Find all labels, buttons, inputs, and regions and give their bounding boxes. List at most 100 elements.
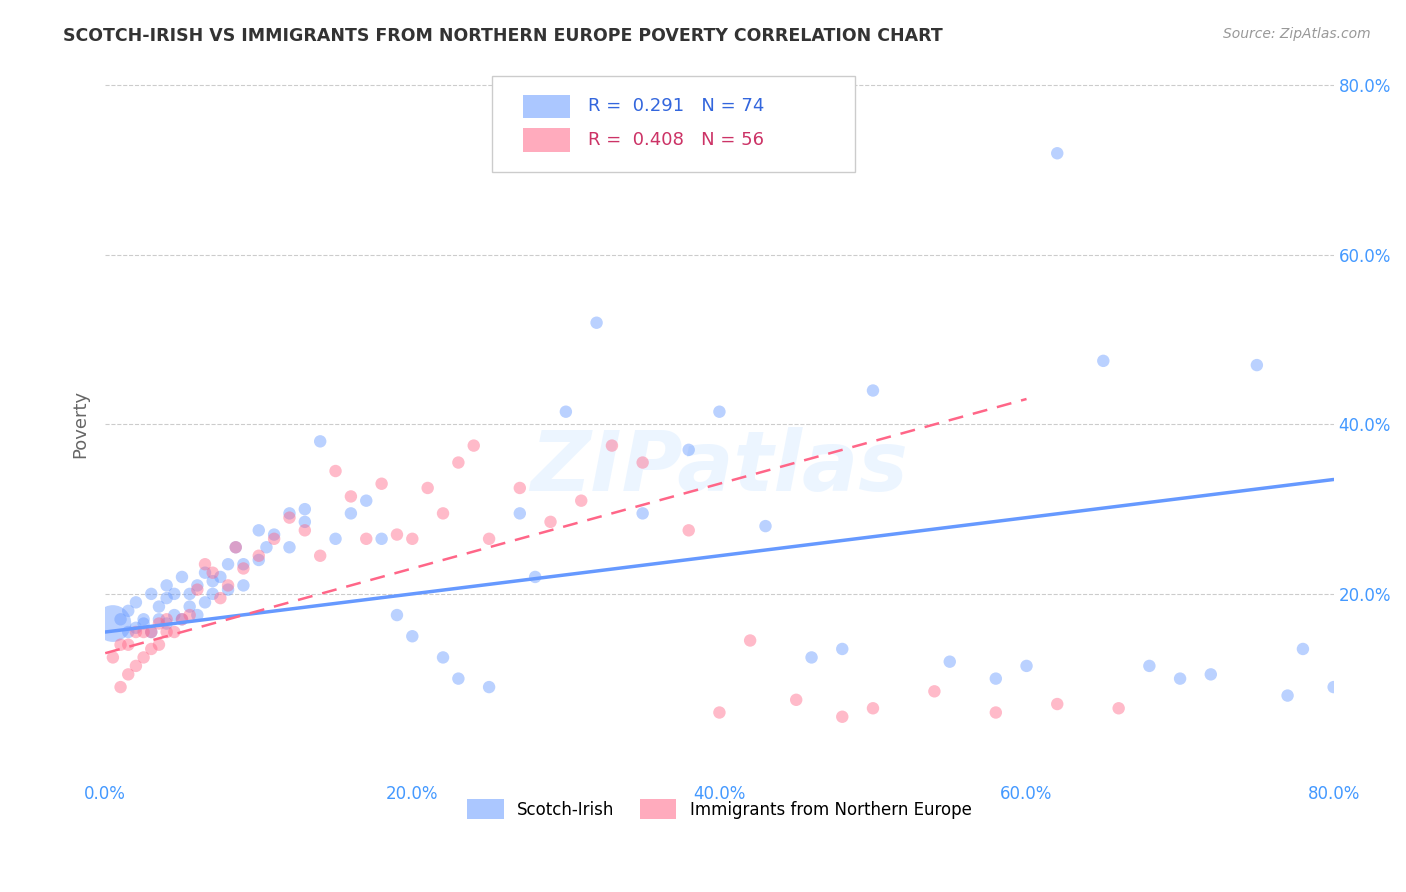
Point <box>340 507 363 521</box>
Point <box>1092 354 1115 368</box>
Point <box>156 616 179 631</box>
Point <box>141 587 163 601</box>
Point <box>354 493 377 508</box>
FancyBboxPatch shape <box>492 76 855 172</box>
Point <box>432 507 454 521</box>
Point <box>862 384 884 398</box>
Point <box>156 612 179 626</box>
Point <box>1168 672 1191 686</box>
Point <box>170 570 193 584</box>
Point <box>432 650 454 665</box>
Point <box>101 650 124 665</box>
Point <box>1199 667 1222 681</box>
Point <box>179 608 201 623</box>
Point <box>309 434 332 449</box>
Point <box>1108 701 1130 715</box>
Point <box>1292 642 1315 657</box>
Point <box>385 608 408 623</box>
Point <box>554 405 576 419</box>
Point <box>1246 358 1268 372</box>
Point <box>294 502 316 516</box>
Point <box>179 587 201 601</box>
Point <box>309 549 332 563</box>
Point <box>101 616 124 631</box>
Point <box>156 578 179 592</box>
Point <box>984 672 1007 686</box>
Point <box>217 582 239 597</box>
Point <box>125 625 148 640</box>
Point <box>278 507 301 521</box>
Point <box>156 625 179 640</box>
Point <box>478 532 501 546</box>
Point <box>524 570 547 584</box>
Text: Source: ZipAtlas.com: Source: ZipAtlas.com <box>1223 27 1371 41</box>
Text: ZIPatlas: ZIPatlas <box>530 426 908 508</box>
Point <box>325 532 347 546</box>
Point <box>1015 659 1038 673</box>
Point <box>340 490 363 504</box>
Point <box>263 532 285 546</box>
Point <box>209 570 232 584</box>
Point <box>117 638 139 652</box>
Point <box>179 599 201 614</box>
Point <box>569 493 592 508</box>
Point <box>194 595 217 609</box>
Point <box>117 667 139 681</box>
Point <box>600 439 623 453</box>
Point <box>201 566 224 580</box>
Point <box>325 464 347 478</box>
Y-axis label: Poverty: Poverty <box>72 391 89 458</box>
Text: SCOTCH-IRISH VS IMMIGRANTS FROM NORTHERN EUROPE POVERTY CORRELATION CHART: SCOTCH-IRISH VS IMMIGRANTS FROM NORTHERN… <box>63 27 943 45</box>
Point <box>209 591 232 606</box>
Point <box>401 532 423 546</box>
Point <box>125 659 148 673</box>
Point <box>278 541 301 555</box>
Point <box>247 549 270 563</box>
Bar <box>523 128 569 152</box>
Point <box>709 405 731 419</box>
Point <box>509 507 531 521</box>
Point <box>125 621 148 635</box>
Point <box>117 604 139 618</box>
Point <box>194 566 217 580</box>
Point <box>785 693 807 707</box>
Point <box>141 642 163 657</box>
Point <box>156 591 179 606</box>
Point <box>1046 697 1069 711</box>
Point <box>678 524 700 538</box>
Point <box>294 524 316 538</box>
Point <box>831 710 853 724</box>
Point <box>247 553 270 567</box>
Point <box>831 642 853 657</box>
Point <box>148 616 170 631</box>
Point <box>862 701 884 715</box>
Point <box>232 558 254 572</box>
Point <box>447 456 470 470</box>
Point <box>148 599 170 614</box>
Point <box>132 650 155 665</box>
Point <box>117 625 139 640</box>
Point <box>509 481 531 495</box>
Point <box>148 612 170 626</box>
Point <box>201 587 224 601</box>
Text: R =  0.408   N = 56: R = 0.408 N = 56 <box>588 131 763 149</box>
Point <box>416 481 439 495</box>
Point <box>256 541 278 555</box>
Point <box>125 595 148 609</box>
Point <box>447 672 470 686</box>
Text: R =  0.291   N = 74: R = 0.291 N = 74 <box>588 97 765 115</box>
Point <box>186 582 208 597</box>
Point <box>370 476 392 491</box>
Point <box>217 558 239 572</box>
Point <box>1046 146 1069 161</box>
Point <box>170 612 193 626</box>
Point <box>984 706 1007 720</box>
Point <box>754 519 776 533</box>
Point <box>186 608 208 623</box>
Point <box>170 612 193 626</box>
Point <box>132 616 155 631</box>
Point <box>247 524 270 538</box>
Point <box>385 527 408 541</box>
Point <box>401 629 423 643</box>
Point <box>354 532 377 546</box>
